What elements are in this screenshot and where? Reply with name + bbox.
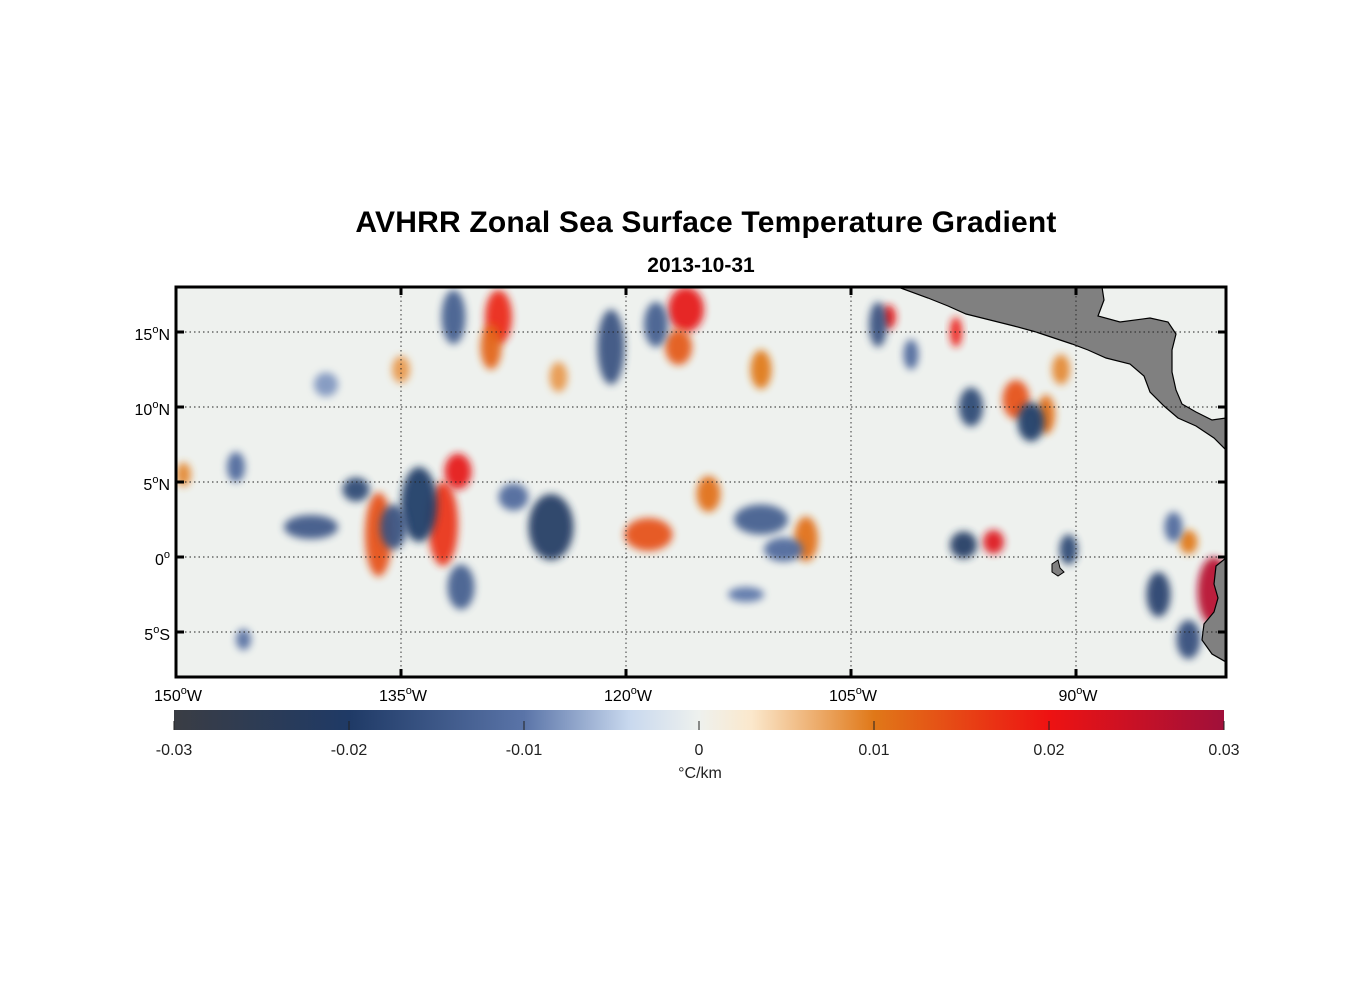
gradient-feature-33 — [1017, 402, 1045, 442]
lon-tick-label: 120oW — [604, 685, 653, 705]
gradient-feature-28 — [764, 537, 803, 562]
colorbar: -0.03 -0.02 -0.01 0 0.01 0.02 0.03 °C/km — [156, 710, 1240, 782]
colorbar-tick-label: 0.01 — [858, 742, 889, 759]
colorbar-tick-label: -0.01 — [506, 742, 543, 759]
lat-tick-label: 10oN — [135, 399, 170, 419]
map-title: AVHRR Zonal Sea Surface Temperature Grad… — [355, 206, 1057, 239]
gradient-feature-15 — [1052, 354, 1070, 385]
lat-tick-label: 15oN — [135, 324, 170, 344]
lat-tick-label: 5oS — [144, 624, 170, 644]
lon-tick-label: 90oW — [1058, 685, 1098, 705]
gradient-feature-6 — [665, 329, 692, 365]
gradient-feature-34 — [950, 531, 977, 559]
lon-tick-label: 150oW — [154, 685, 203, 705]
gradient-feature-39 — [227, 452, 245, 482]
gradient-feature-38 — [1164, 512, 1183, 542]
colorbar-tick-label: 0.02 — [1033, 742, 1064, 759]
gradient-feature-4 — [480, 324, 502, 370]
gradient-feature-46 — [549, 362, 568, 392]
galapagos-islands — [1051, 559, 1065, 577]
gradient-feature-27 — [734, 504, 788, 535]
gradient-feature-31 — [903, 339, 919, 370]
land-masses — [897, 287, 1226, 663]
colorbar-tick-label: 0.03 — [1208, 742, 1239, 759]
south-america-land — [1201, 557, 1226, 663]
sst-gradient-field — [176, 287, 1226, 659]
gradient-feature-30 — [869, 302, 887, 347]
lon-tick-label: 105oW — [829, 685, 878, 705]
gradient-feature-21 — [401, 467, 437, 542]
gradient-feature-37 — [1176, 620, 1201, 659]
gradient-feature-43 — [314, 372, 338, 397]
gradient-feature-20 — [342, 477, 370, 502]
gradient-feature-35 — [1059, 534, 1078, 565]
colorbar-tick-label: -0.02 — [331, 742, 368, 759]
gradient-feature-26 — [644, 302, 668, 347]
gradient-feature-8 — [696, 476, 721, 512]
colorbar-gradient — [174, 710, 1224, 730]
lon-tick-label: 135oW — [379, 685, 428, 705]
colorbar-tick-label: 0 — [695, 742, 704, 759]
graticule — [176, 287, 1226, 677]
gradient-feature-25 — [597, 309, 625, 385]
gradient-feature-41 — [498, 483, 529, 511]
axis-ticks: 150oW 135oW 120oW 105oW 90oW 15oN 10oN 5oN 0o 5oS — [135, 287, 1226, 705]
lat-tick-label: 5oN — [143, 474, 170, 494]
gradient-feature-19 — [284, 515, 338, 539]
gradient-feature-32 — [959, 387, 983, 427]
gradient-feature-29 — [447, 564, 475, 610]
gradient-feature-42 — [728, 587, 764, 602]
gradient-feature-22 — [380, 504, 407, 550]
map-subtitle: 2013-10-31 — [647, 254, 755, 277]
gradient-feature-2 — [444, 453, 472, 490]
colorbar-unit-label: °C/km — [678, 765, 722, 782]
gradient-feature-40 — [236, 629, 251, 650]
colorbar-tick-label: -0.03 — [156, 742, 193, 759]
gradient-feature-10 — [750, 350, 772, 389]
gradient-feature-18 — [1179, 530, 1198, 554]
gradient-feature-7 — [624, 518, 673, 551]
lat-tick-label: 0o — [155, 549, 170, 569]
gradient-feature-23 — [441, 290, 466, 344]
gradient-feature-16 — [983, 530, 1004, 554]
gradient-feature-24 — [528, 494, 574, 560]
gradient-feature-5 — [668, 287, 704, 332]
gradient-feature-36 — [1146, 572, 1171, 617]
central-america-land — [897, 287, 1226, 451]
